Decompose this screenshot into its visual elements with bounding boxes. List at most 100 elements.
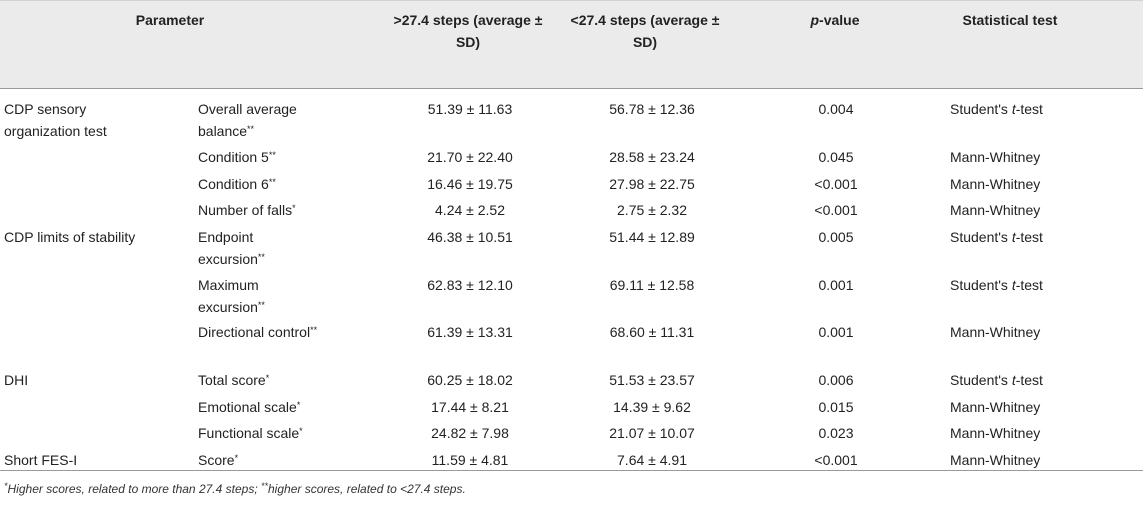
- test-name: Mann-Whitney: [950, 324, 1041, 340]
- header-p-value: p-value: [775, 9, 895, 31]
- parameter-text: Maximum excursion: [198, 277, 259, 315]
- statistical-test-cell: Mann-Whitney: [950, 422, 1110, 444]
- lt-steps-cell: 2.75 ± 2.32: [617, 202, 687, 218]
- test-name: Student's: [950, 229, 1012, 245]
- header-p-letter: p: [810, 12, 820, 28]
- test-italic-letter: t: [1011, 101, 1016, 117]
- test-suffix: -test: [1015, 277, 1043, 293]
- parameter-cell: Overall average balance**: [198, 98, 318, 142]
- header-gt-steps: >27.4 steps (average ± SD): [393, 12, 543, 50]
- p-value-cell: <0.001: [814, 176, 858, 192]
- lt-steps-cell: 28.58 ± 23.24: [609, 149, 695, 165]
- lt-steps-cell: 27.98 ± 22.75: [609, 176, 695, 192]
- parameter-footnote-mark: **: [310, 325, 318, 335]
- statistical-test-cell: Student's t-test: [950, 98, 1110, 120]
- table-bottom-rule: [0, 470, 1143, 471]
- p-value-cell: 0.015: [818, 399, 854, 415]
- gt-steps-cell: 61.39 ± 13.31: [427, 324, 513, 340]
- statistical-test-cell: Mann-Whitney: [950, 449, 1110, 471]
- parameter-footnote-mark: *: [292, 203, 296, 213]
- gt-steps-cell: 60.25 ± 18.02: [427, 372, 513, 388]
- gt-steps-cell: 17.44 ± 8.21: [431, 399, 509, 415]
- parameter-cell: Directional control**: [198, 321, 318, 343]
- footnote-mark-single: *: [4, 481, 8, 491]
- p-value-cell: <0.001: [814, 452, 858, 468]
- header-p-suffix: -value: [819, 12, 860, 28]
- gt-steps-cell: 21.70 ± 22.40: [427, 149, 513, 165]
- test-name: Mann-Whitney: [950, 452, 1041, 468]
- p-value-cell: 0.005: [818, 229, 854, 245]
- statistical-test-cell: Student's t-test: [950, 226, 1110, 248]
- p-value-cell: 0.001: [818, 277, 854, 293]
- p-value-cell: <0.001: [814, 202, 858, 218]
- parameter-footnote-mark: *: [234, 453, 239, 463]
- parameter-cell: Number of falls*: [198, 199, 358, 221]
- footnote-text-1: Higher scores, related to more than 27.4…: [7, 482, 261, 496]
- lt-steps-cell: 7.64 ± 4.91: [617, 452, 687, 468]
- test-suffix: -test: [1015, 372, 1043, 388]
- p-value-cell: 0.023: [818, 425, 854, 441]
- lt-steps-cell: 14.39 ± 9.62: [613, 399, 691, 415]
- parameter-cell: Condition 5**: [198, 146, 358, 168]
- statistical-test-cell: Mann-Whitney: [950, 173, 1110, 195]
- test-name: Mann-Whitney: [950, 425, 1041, 441]
- test-italic-letter: t: [1011, 229, 1016, 245]
- parameter-text: Score: [198, 452, 235, 468]
- gt-steps-cell: 16.46 ± 19.75: [427, 176, 513, 192]
- parameter-text: Condition 5: [198, 149, 269, 165]
- header-parameter: Parameter: [135, 12, 205, 28]
- gt-steps-cell: 24.82 ± 7.98: [431, 425, 509, 441]
- statistical-test-cell: Mann-Whitney: [950, 396, 1110, 418]
- parameter-footnote-mark: **: [257, 252, 265, 262]
- test-name: Student's: [950, 372, 1012, 388]
- parameter-footnote-mark: **: [257, 300, 265, 310]
- header-statistical-test: Statistical test: [962, 12, 1058, 28]
- parameter-text: Endpoint excursion: [198, 229, 258, 267]
- test-name: Mann-Whitney: [950, 176, 1041, 192]
- test-name: Student's: [950, 101, 1012, 117]
- statistical-test-cell: Student's t-test: [950, 274, 1110, 296]
- parameter-cell: Emotional scale*: [198, 396, 358, 418]
- table-header: Parameter >27.4 steps (average ± SD) <27…: [0, 0, 1143, 89]
- parameter-footnote-mark: **: [247, 124, 255, 134]
- p-value-cell: 0.001: [818, 324, 854, 340]
- parameter-cell: Total score*: [198, 369, 358, 391]
- statistical-test-cell: Mann-Whitney: [950, 146, 1110, 168]
- statistical-test-cell: Mann-Whitney: [950, 199, 1110, 221]
- gt-steps-cell: 11.59 ± 4.81: [431, 452, 509, 468]
- p-value-cell: 0.004: [818, 101, 854, 117]
- group-label: Short FES-I: [4, 452, 78, 468]
- parameter-text: Condition 6: [198, 176, 269, 192]
- parameter-footnote-mark: *: [296, 400, 301, 410]
- parameter-cell: Endpoint excursion**: [198, 226, 318, 270]
- test-suffix: -test: [1015, 101, 1043, 117]
- footnote-text-2: higher scores, related to <27.4 steps.: [268, 482, 466, 496]
- parameter-footnote-mark: *: [265, 373, 270, 383]
- gt-steps-cell: 4.24 ± 2.52: [435, 202, 505, 218]
- p-value-cell: 0.006: [818, 372, 854, 388]
- header-bottom-rule: [0, 88, 1143, 89]
- parameter-text: Directional control: [198, 324, 311, 340]
- parameter-text: Functional scale: [198, 425, 300, 441]
- gt-steps-cell: 46.38 ± 10.51: [427, 229, 513, 245]
- lt-steps-cell: 56.78 ± 12.36: [609, 101, 695, 117]
- lt-steps-cell: 51.44 ± 12.89: [609, 229, 695, 245]
- lt-steps-cell: 51.53 ± 23.57: [609, 372, 695, 388]
- parameter-text: Emotional scale: [198, 399, 297, 415]
- lt-steps-cell: 21.07 ± 10.07: [609, 425, 695, 441]
- gt-steps-cell: 62.83 ± 12.10: [427, 277, 513, 293]
- parameter-text: Overall average balance: [198, 101, 297, 139]
- gt-steps-cell: 51.39 ± 11.63: [427, 101, 513, 117]
- test-name: Mann-Whitney: [950, 202, 1041, 218]
- parameter-footnote-mark: *: [299, 426, 303, 436]
- test-italic-letter: t: [1011, 372, 1016, 388]
- statistical-test-cell: Mann-Whitney: [950, 321, 1110, 343]
- parameter-cell: Maximum excursion**: [198, 274, 318, 318]
- group-label: CDP sensory organization test: [4, 101, 107, 139]
- p-value-cell: 0.045: [818, 149, 854, 165]
- statistical-test-cell: Student's t-test: [950, 369, 1110, 391]
- test-name: Student's: [950, 277, 1012, 293]
- test-italic-letter: t: [1011, 277, 1016, 293]
- parameter-footnote-mark: **: [268, 150, 276, 160]
- parameter-cell: Functional scale*: [198, 422, 358, 444]
